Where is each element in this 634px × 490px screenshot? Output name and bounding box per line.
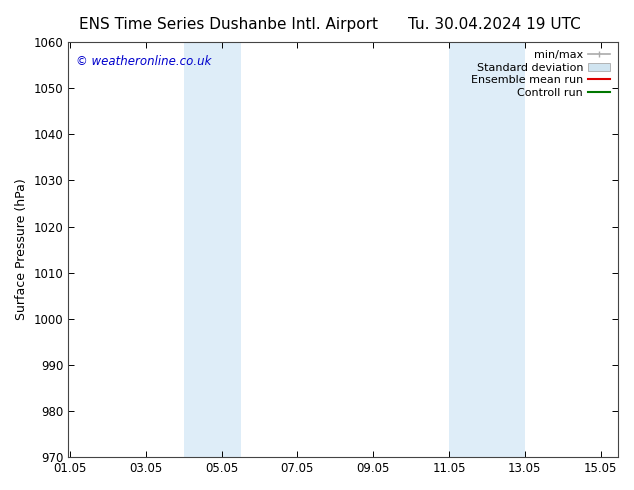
Text: ENS Time Series Dushanbe Intl. Airport: ENS Time Series Dushanbe Intl. Airport xyxy=(79,17,378,32)
Text: © weatheronline.co.uk: © weatheronline.co.uk xyxy=(77,54,212,68)
Legend: min/max, Standard deviation, Ensemble mean run, Controll run: min/max, Standard deviation, Ensemble me… xyxy=(469,48,612,100)
Bar xyxy=(449,42,525,457)
Bar xyxy=(184,42,240,457)
Y-axis label: Surface Pressure (hPa): Surface Pressure (hPa) xyxy=(15,179,28,320)
Text: Tu. 30.04.2024 19 UTC: Tu. 30.04.2024 19 UTC xyxy=(408,17,581,32)
